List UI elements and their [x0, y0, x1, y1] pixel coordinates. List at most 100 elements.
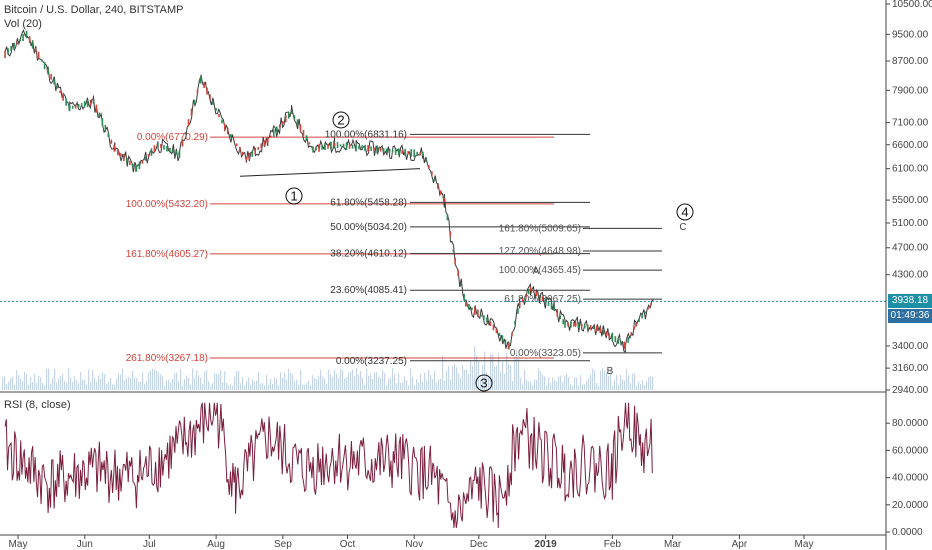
candle: [129, 160, 131, 165]
volume-bar: [192, 368, 194, 390]
candle: [454, 257, 456, 265]
time-tick-label: Jul: [143, 539, 156, 550]
volume-bar: [566, 374, 568, 390]
volume-bar: [484, 351, 486, 390]
volume-bar: [276, 378, 278, 390]
volume-bar: [30, 377, 32, 390]
volume-bar: [458, 373, 460, 390]
volume-bar: [202, 383, 204, 390]
volume-bar: [386, 385, 388, 390]
volume-bar: [500, 371, 502, 390]
trendline: [239, 168, 421, 177]
candle: [570, 321, 572, 328]
fib-label-ext: 127.20%(4648.98): [499, 246, 581, 257]
volume-bar: [356, 368, 358, 390]
volume-bar: [402, 382, 404, 390]
wave-label: A: [533, 266, 540, 277]
candle: [251, 150, 254, 157]
candle: [163, 145, 165, 150]
candle: [457, 269, 459, 277]
candle: [474, 307, 476, 315]
volume-bar: [496, 365, 498, 390]
candle: [504, 339, 507, 344]
volume-bar: [240, 383, 242, 390]
volume-bar: [258, 371, 260, 390]
candle: [203, 82, 205, 89]
candle: [101, 117, 104, 126]
volume-bar: [564, 375, 566, 390]
volume-bar: [206, 369, 208, 390]
volume-bar: [74, 376, 76, 390]
time-tick-label: Mar: [664, 539, 682, 550]
candle: [196, 89, 199, 94]
candle: [614, 336, 617, 343]
volume-bar: [284, 372, 286, 390]
candle: [541, 296, 544, 302]
candle: [624, 343, 627, 349]
wave-label: 1: [290, 189, 297, 204]
volume-bar: [218, 374, 220, 390]
volume-bar: [638, 381, 640, 390]
volume-bar: [272, 384, 274, 390]
volume-bar: [516, 349, 518, 390]
volume-bar: [644, 384, 646, 390]
volume-bar: [488, 376, 490, 390]
volume-bar: [440, 378, 442, 390]
volume-bar: [140, 381, 142, 390]
volume-bar: [400, 382, 402, 390]
volume-bar: [556, 381, 558, 390]
volume-bar: [482, 365, 484, 390]
candle: [138, 161, 141, 170]
candle: [647, 307, 649, 310]
price-tick-label: 4300.00: [892, 270, 929, 281]
volume-bar: [560, 375, 562, 390]
candle: [281, 121, 284, 124]
volume-bar: [354, 376, 356, 390]
price-tick-label: 2940.00: [892, 385, 929, 396]
volume-bar: [446, 371, 448, 390]
rsi-tick-label: 20.0000: [892, 500, 929, 511]
volume-bar: [88, 369, 90, 390]
volume-bar: [190, 384, 192, 390]
candle: [59, 90, 61, 94]
volume-bar: [396, 383, 398, 390]
time-tick-label: 2019: [534, 539, 557, 550]
price-tick-label: 3160.00: [892, 363, 929, 374]
candle: [553, 305, 556, 312]
candle: [623, 341, 626, 349]
candle: [284, 115, 287, 123]
volume-bar: [230, 384, 232, 390]
candle: [98, 112, 101, 118]
candle: [272, 129, 275, 137]
volume-bar: [172, 378, 174, 390]
price-tick-label: 7900.00: [892, 85, 929, 96]
volume-bar: [294, 381, 296, 390]
wave-circle: [475, 374, 493, 392]
volume-bar: [244, 385, 246, 390]
candle: [483, 315, 485, 320]
candle: [348, 143, 351, 149]
volume-bar: [24, 371, 26, 390]
candle: [95, 104, 98, 113]
candle: [410, 149, 412, 157]
candle: [123, 153, 125, 162]
rsi-tick-label: 80.0000: [892, 418, 929, 429]
candle: [7, 48, 9, 55]
candle: [68, 104, 71, 112]
candle: [318, 144, 320, 152]
time-tick-label: Dec: [470, 539, 488, 550]
volume-bar: [288, 369, 290, 390]
volume-bar: [338, 377, 340, 390]
volume-bar: [412, 376, 414, 390]
candle: [425, 159, 427, 162]
volume-bar: [470, 360, 472, 390]
volume-bar: [418, 382, 420, 390]
volume-bar: [222, 381, 224, 390]
volume-bar: [428, 369, 430, 390]
volume-bar: [334, 369, 336, 390]
volume-bar: [40, 377, 42, 390]
candle: [650, 303, 652, 306]
candle: [342, 143, 345, 148]
volume-bar: [608, 375, 610, 390]
